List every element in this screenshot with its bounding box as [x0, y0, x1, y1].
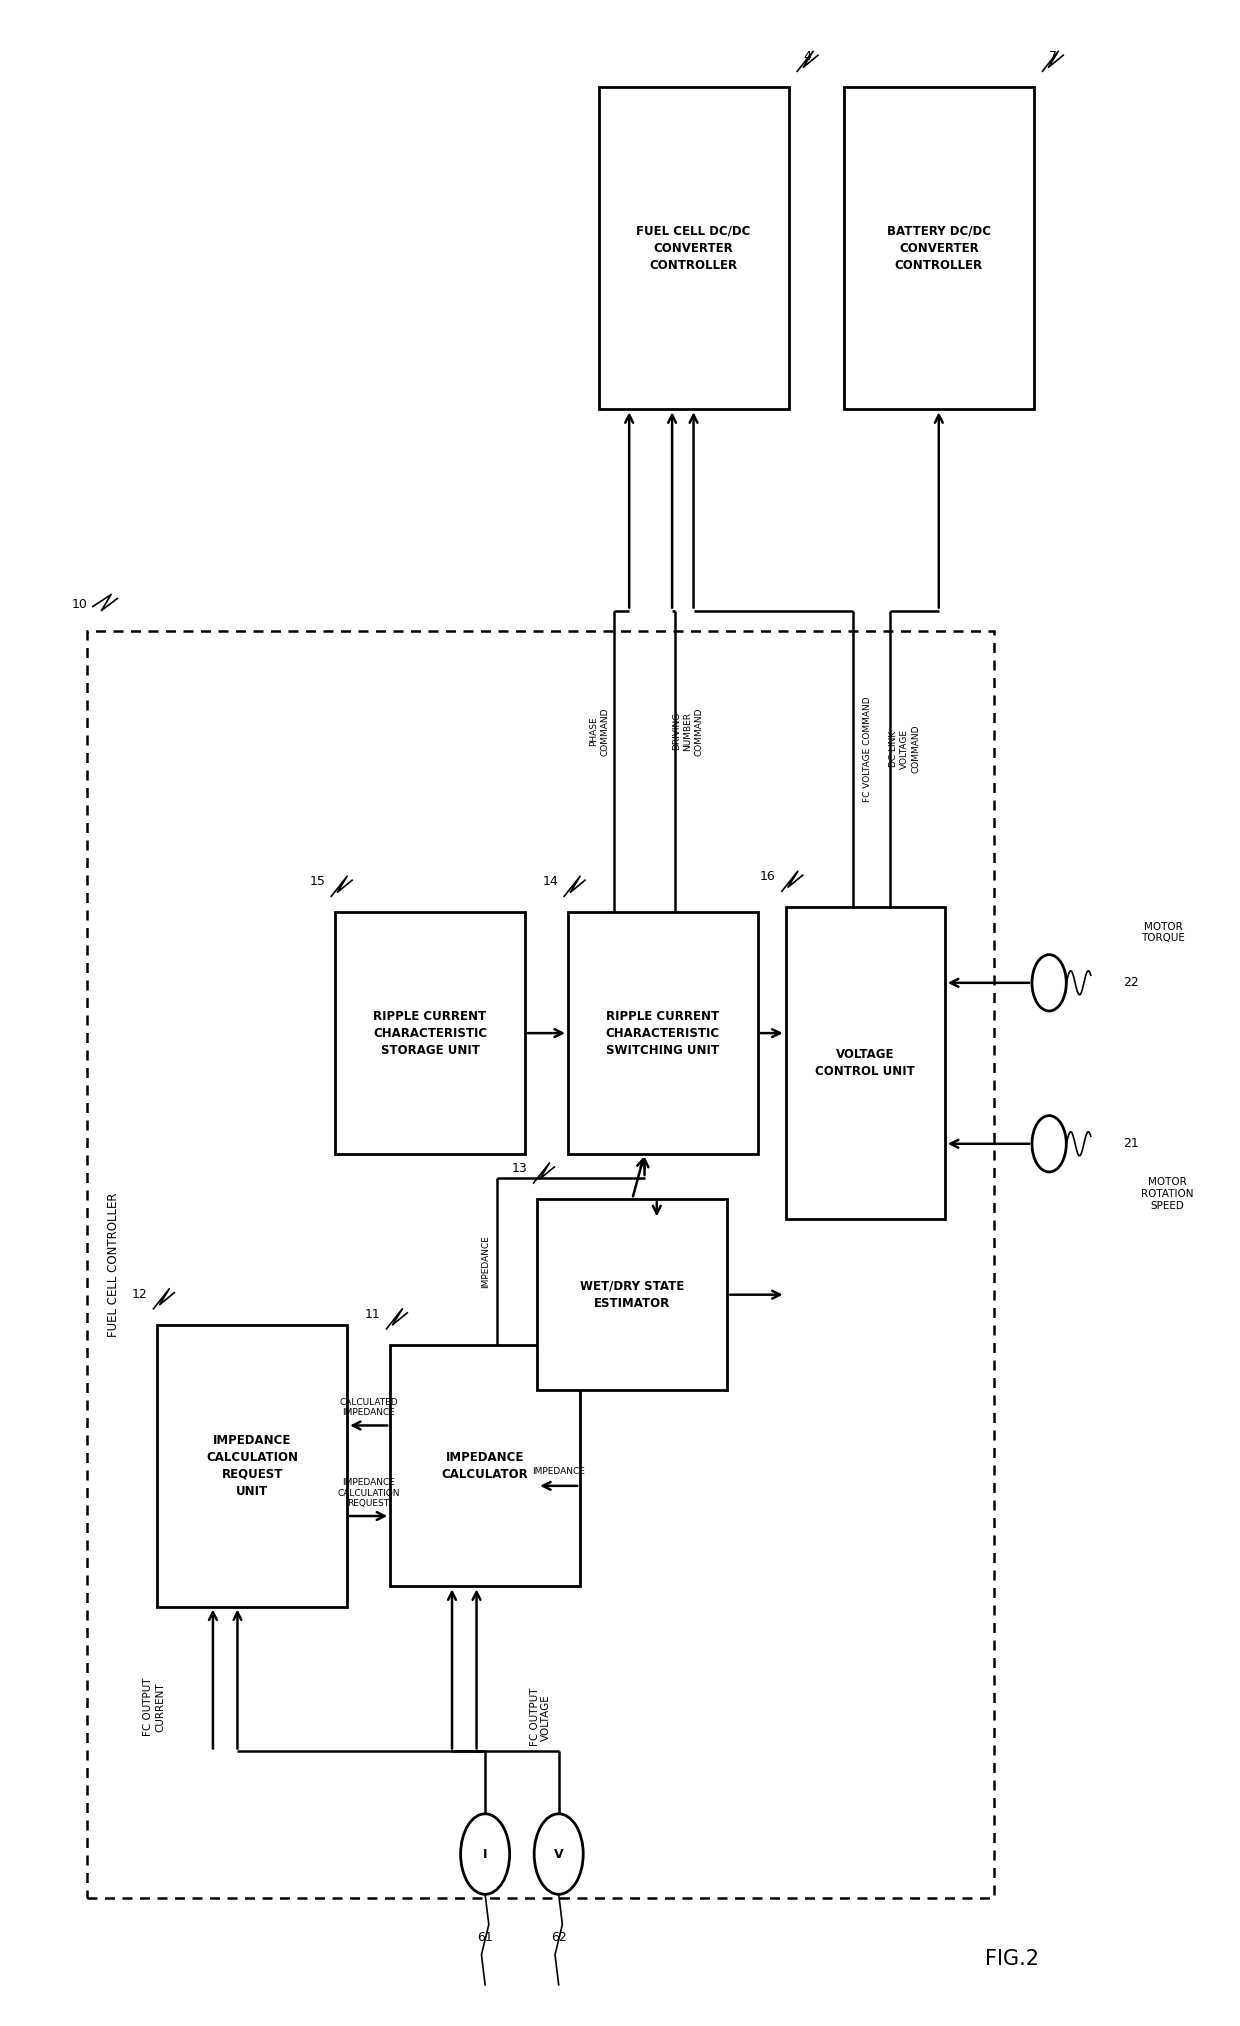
Text: IMPEDANCE: IMPEDANCE: [532, 1467, 585, 1475]
Bar: [599, 87, 789, 409]
Text: FC OUTPUT
VOLTAGE: FC OUTPUT VOLTAGE: [529, 1688, 551, 1746]
Text: WET/DRY STATE
ESTIMATOR: WET/DRY STATE ESTIMATOR: [580, 1280, 684, 1309]
Text: 13: 13: [512, 1163, 527, 1175]
Text: FIG.2: FIG.2: [986, 1949, 1039, 1969]
Text: DC LINK
VOLTAGE
COMMAND: DC LINK VOLTAGE COMMAND: [889, 725, 920, 774]
Text: MOTOR
TORQUE: MOTOR TORQUE: [1141, 922, 1185, 944]
Text: 22: 22: [1122, 977, 1138, 989]
Text: RIPPLE CURRENT
CHARACTERISTIC
STORAGE UNIT: RIPPLE CURRENT CHARACTERISTIC STORAGE UN…: [373, 1009, 487, 1058]
Text: 61: 61: [477, 1931, 494, 1943]
Text: 10: 10: [72, 598, 88, 610]
Text: VOLTAGE
CONTROL UNIT: VOLTAGE CONTROL UNIT: [816, 1047, 915, 1078]
Bar: [843, 87, 1034, 409]
Text: BATTERY DC/DC
CONVERTER
CONTROLLER: BATTERY DC/DC CONVERTER CONTROLLER: [887, 225, 991, 271]
Bar: [157, 1325, 347, 1607]
Text: 7: 7: [1049, 51, 1056, 63]
Text: I: I: [482, 1848, 487, 1860]
Text: V: V: [554, 1848, 563, 1860]
Text: FC VOLTAGE COMMAND: FC VOLTAGE COMMAND: [863, 697, 872, 802]
Text: 12: 12: [131, 1289, 148, 1301]
Text: CALCULATED
IMPEDANCE: CALCULATED IMPEDANCE: [340, 1398, 398, 1418]
Text: 14: 14: [542, 875, 558, 887]
Text: FUEL CELL CONTROLLER: FUEL CELL CONTROLLER: [107, 1191, 120, 1337]
Text: RIPPLE CURRENT
CHARACTERISTIC
SWITCHING UNIT: RIPPLE CURRENT CHARACTERISTIC SWITCHING …: [606, 1009, 720, 1058]
Bar: [391, 1345, 580, 1586]
Text: 15: 15: [309, 875, 325, 887]
Text: 62: 62: [551, 1931, 567, 1943]
Text: IMPEDANCE
CALCULATION
REQUEST
UNIT: IMPEDANCE CALCULATION REQUEST UNIT: [206, 1434, 298, 1497]
Text: MOTOR
ROTATION
SPEED: MOTOR ROTATION SPEED: [1141, 1177, 1194, 1212]
Text: FC OUTPUT
CURRENT: FC OUTPUT CURRENT: [144, 1678, 165, 1736]
Bar: [87, 630, 994, 1898]
Bar: [335, 912, 525, 1155]
Text: PHASE
COMMAND: PHASE COMMAND: [589, 707, 609, 756]
Bar: [785, 908, 945, 1220]
Bar: [537, 1199, 728, 1390]
Bar: [568, 912, 758, 1155]
Text: IMPEDANCE
CALCULATION
REQUEST: IMPEDANCE CALCULATION REQUEST: [337, 1479, 399, 1507]
Text: FUEL CELL DC/DC
CONVERTER
CONTROLLER: FUEL CELL DC/DC CONVERTER CONTROLLER: [636, 225, 750, 271]
Text: DRIVING
NUMBER
COMMAND: DRIVING NUMBER COMMAND: [672, 707, 703, 756]
Text: IMPEDANCE
CALCULATOR: IMPEDANCE CALCULATOR: [441, 1451, 528, 1481]
Text: IMPEDANCE: IMPEDANCE: [481, 1236, 490, 1289]
Text: 11: 11: [365, 1309, 381, 1321]
Text: 21: 21: [1122, 1137, 1138, 1151]
Text: 4: 4: [804, 51, 811, 63]
Text: 16: 16: [760, 871, 776, 883]
